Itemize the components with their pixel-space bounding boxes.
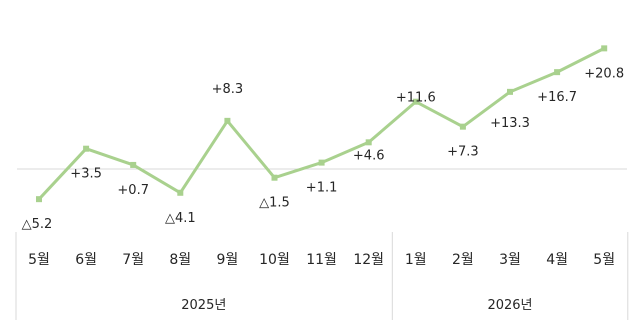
data-point	[318, 159, 325, 166]
markers	[36, 45, 608, 203]
data-point	[83, 145, 90, 152]
category-labels: 5월 6월 7월 8월 9월 10월 11월 12월 1월 2월 3월 4월 5월	[28, 252, 615, 268]
data-point	[601, 45, 608, 52]
category-label: 6월	[75, 252, 97, 268]
category-label: 8월	[169, 252, 191, 268]
category-label: 10월	[259, 252, 290, 268]
category-label: 9월	[217, 252, 239, 268]
data-label: +11.6	[396, 91, 436, 106]
category-label: 5월	[28, 252, 50, 268]
data-label: +0.7	[117, 183, 149, 198]
data-point	[554, 69, 561, 76]
data-point	[271, 174, 278, 181]
data-point	[365, 139, 372, 146]
data-labels: △5.2 +3.5 +0.7 △4.1 +8.3 △1.5 +1.1 +4.6 +11.6 +7.…	[22, 66, 624, 232]
category-axis: 5월 6월 7월 8월 9월 10월 11월 12월 1월 2월 3월 4월 5월 2025년 2026년	[15, 232, 629, 320]
data-label: +16.7	[537, 90, 577, 105]
category-label: 11월	[306, 252, 337, 268]
data-label: +7.3	[447, 145, 479, 160]
year-label: 2025년	[181, 298, 226, 313]
data-label: △4.1	[165, 211, 196, 226]
plot-area: △5.2 +3.5 +0.7 △4.1 +8.3 △1.5 +1.1 +4.6 +11.6 +7.…	[17, 45, 627, 232]
category-label: 12월	[353, 252, 384, 268]
data-label: +8.3	[212, 82, 244, 97]
category-label: 7월	[122, 252, 144, 268]
data-point	[36, 196, 42, 203]
data-point	[412, 98, 419, 105]
data-point	[459, 123, 466, 130]
data-label: +4.6	[353, 148, 385, 163]
data-label: +13.3	[490, 116, 530, 131]
data-point	[177, 189, 184, 196]
data-label: +1.1	[306, 181, 338, 196]
data-point	[507, 88, 513, 95]
data-label: +3.5	[70, 167, 102, 182]
data-label: △5.2	[22, 217, 53, 232]
category-label: 5월	[593, 252, 615, 268]
data-label: △1.5	[259, 196, 290, 211]
data-label: +20.8	[584, 66, 624, 81]
year-dividers	[15, 232, 629, 320]
category-label: 3월	[499, 252, 521, 268]
category-label: 1월	[405, 252, 427, 268]
category-label: 4월	[546, 252, 568, 268]
year-labels: 2025년 2026년	[181, 298, 532, 313]
year-label: 2026년	[487, 298, 532, 313]
category-label: 2월	[452, 252, 474, 268]
data-point	[224, 117, 231, 124]
data-point	[130, 161, 137, 168]
